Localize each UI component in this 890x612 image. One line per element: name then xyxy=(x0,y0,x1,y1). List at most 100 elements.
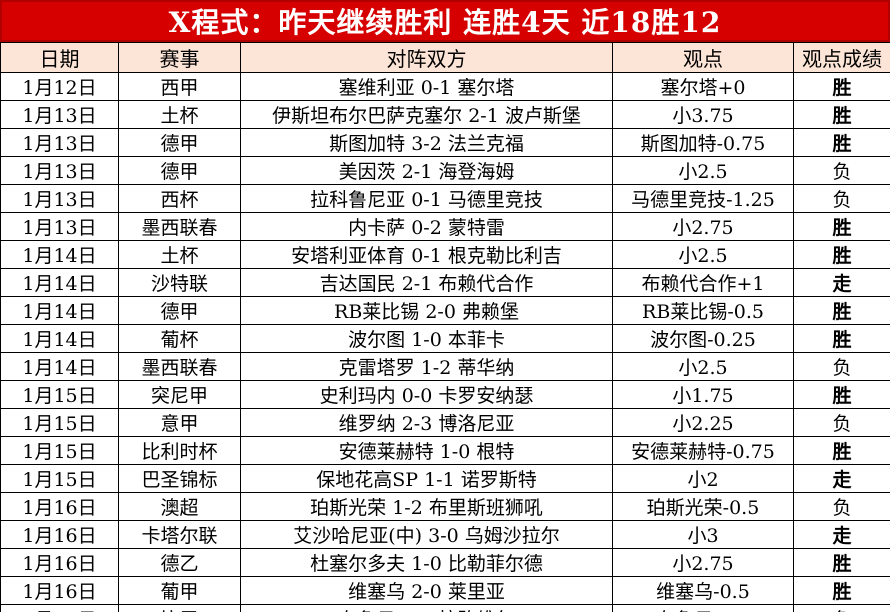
pick-cell: 小3 xyxy=(612,520,794,549)
result-cell: 负 xyxy=(793,352,890,381)
date-cell: 1月14日 xyxy=(0,240,119,269)
table-body: 1月12日 西甲 塞维利亚 0-1 塞尔塔 塞尔塔+0 胜 1月13日 土杯 伊斯坦布尔巴萨克… xyxy=(0,72,890,612)
league-cell: 卡塔尔联 xyxy=(118,520,241,549)
match-cell: 艾沙哈尼亚(中) 3-0 乌姆沙拉尔 xyxy=(240,520,613,549)
league-cell: 墨西联春 xyxy=(118,212,241,241)
result-cell: 胜 xyxy=(793,240,890,269)
table-row: 1月16日比甲布鲁日 2-3 拉路维尔布鲁日-1.5负 xyxy=(0,604,890,612)
banner-title: X程式：昨天继续胜利 连胜4天 近18胜12 xyxy=(168,6,722,39)
result-cell: 胜 xyxy=(793,100,890,129)
pick-cell: 小2.75 xyxy=(612,212,794,241)
date-cell: 1月15日 xyxy=(0,408,119,437)
result-cell: 胜 xyxy=(793,380,890,409)
pick-cell: 布鲁日-1.5 xyxy=(612,604,794,612)
match-cell: 维罗纳 2-3 博洛尼亚 xyxy=(240,408,613,437)
table-row: 1月16日 澳超 珀斯光荣 1-2 布里斯班狮吼 珀斯光荣-0.5 负 xyxy=(0,492,890,521)
table-row: 1月14日 墨西联春 克雷塔罗 1-2 蒂华纳 小2.5 负 xyxy=(0,352,890,381)
match-cell: 斯图加特 3-2 法兰克福 xyxy=(240,128,613,157)
match-cell: 吉达国民 2-1 布赖代合作 xyxy=(240,268,613,297)
pick-cell: 小2.5 xyxy=(612,240,794,269)
pick-cell: 小1.75 xyxy=(612,380,794,409)
table-row: 1月16日 卡塔尔联 艾沙哈尼亚(中) 3-0 乌姆沙拉尔 小3 走 xyxy=(0,520,890,549)
table-row: 1月14日 土杯 安塔利亚体育 0-1 根克勒比利吉 小2.5 胜 xyxy=(0,240,890,269)
result-cell: 负 xyxy=(793,156,890,185)
header-row: 日期 赛事 对阵双方 观点 观点成绩 xyxy=(0,42,890,73)
match-cell: 布鲁日 2-3 拉路维尔 xyxy=(240,604,613,612)
pick-cell: RB莱比锡-0.5 xyxy=(612,296,794,325)
pick-cell: 斯图加特-0.75 xyxy=(612,128,794,157)
table-row: 1月13日 德甲 斯图加特 3-2 法兰克福 斯图加特-0.75 胜 xyxy=(0,128,890,157)
result-cell: 负 xyxy=(793,408,890,437)
date-cell: 1月16日 xyxy=(0,576,119,605)
results-table: 日期 赛事 对阵双方 观点 观点成绩 1月12日 西甲 塞维利亚 0-1 塞尔塔 塞尔… xyxy=(0,42,890,612)
league-cell: 德甲 xyxy=(118,128,241,157)
pick-cell: 马德里竞技-1.25 xyxy=(612,184,794,213)
table-row: 1月15日 意甲 维罗纳 2-3 博洛尼亚 小2.25 负 xyxy=(0,408,890,437)
result-cell: 走 xyxy=(793,268,890,297)
date-cell: 1月13日 xyxy=(0,128,119,157)
column-header-date: 日期 xyxy=(0,42,119,73)
pick-cell: 布赖代合作+1 xyxy=(612,268,794,297)
date-cell: 1月13日 xyxy=(0,212,119,241)
match-cell: 内卡萨 0-2 蒙特雷 xyxy=(240,212,613,241)
league-cell: 意甲 xyxy=(118,408,241,437)
date-cell: 1月16日 xyxy=(0,520,119,549)
pick-cell: 小3.75 xyxy=(612,100,794,129)
result-cell: 走 xyxy=(793,520,890,549)
date-cell: 1月14日 xyxy=(0,324,119,353)
league-cell: 比利时杯 xyxy=(118,436,241,465)
table-row: 1月12日 西甲 塞维利亚 0-1 塞尔塔 塞尔塔+0 胜 xyxy=(0,72,890,101)
match-cell: 保地花高SP 1-1 诺罗斯特 xyxy=(240,464,613,493)
title-banner: X程式：昨天继续胜利 连胜4天 近18胜12 xyxy=(0,0,890,42)
result-cell: 胜 xyxy=(793,72,890,101)
column-header-league: 赛事 xyxy=(118,42,241,73)
date-cell: 1月15日 xyxy=(0,380,119,409)
column-header-match: 对阵双方 xyxy=(240,42,613,73)
league-cell: 沙特联 xyxy=(118,268,241,297)
column-header-result: 观点成绩 xyxy=(793,42,890,73)
match-cell: 安德莱赫特 1-0 根特 xyxy=(240,436,613,465)
league-cell: 墨西联春 xyxy=(118,352,241,381)
league-cell: 德甲 xyxy=(118,156,241,185)
match-cell: 拉科鲁尼亚 0-1 马德里竞技 xyxy=(240,184,613,213)
result-cell: 负 xyxy=(793,604,890,612)
table-row: 1月14日 葡杯 波尔图 1-0 本菲卡 波尔图-0.25 胜 xyxy=(0,324,890,353)
result-cell: 胜 xyxy=(793,436,890,465)
table-row: 1月13日 德甲 美因茨 2-1 海登海姆 小2.5 负 xyxy=(0,156,890,185)
match-cell: 塞维利亚 0-1 塞尔塔 xyxy=(240,72,613,101)
league-cell: 德甲 xyxy=(118,296,241,325)
table-row: 1月16日 葡甲 维塞乌 2-0 莱里亚 维塞乌-0.5 胜 xyxy=(0,576,890,605)
league-cell: 土杯 xyxy=(118,100,241,129)
date-cell: 1月13日 xyxy=(0,156,119,185)
pick-cell: 小2.75 xyxy=(612,548,794,577)
match-cell: 杜塞尔多夫 1-0 比勒菲尔德 xyxy=(240,548,613,577)
table-row: 1月14日 德甲 RB莱比锡 2-0 弗赖堡 RB莱比锡-0.5 胜 xyxy=(0,296,890,325)
league-cell: 西甲 xyxy=(118,72,241,101)
league-cell: 比甲 xyxy=(118,604,241,612)
table-row: 1月13日 土杯 伊斯坦布尔巴萨克塞尔 2-1 波卢斯堡 小3.75 胜 xyxy=(0,100,890,129)
result-cell: 胜 xyxy=(793,548,890,577)
date-cell: 1月13日 xyxy=(0,100,119,129)
match-cell: 安塔利亚体育 0-1 根克勒比利吉 xyxy=(240,240,613,269)
league-cell: 突尼甲 xyxy=(118,380,241,409)
date-cell: 1月16日 xyxy=(0,604,119,612)
league-cell: 土杯 xyxy=(118,240,241,269)
pick-cell: 珀斯光荣-0.5 xyxy=(612,492,794,521)
result-cell: 走 xyxy=(793,464,890,493)
result-cell: 负 xyxy=(793,184,890,213)
league-cell: 巴圣锦标 xyxy=(118,464,241,493)
match-cell: 维塞乌 2-0 莱里亚 xyxy=(240,576,613,605)
match-cell: 美因茨 2-1 海登海姆 xyxy=(240,156,613,185)
result-cell: 负 xyxy=(793,492,890,521)
date-cell: 1月14日 xyxy=(0,268,119,297)
date-cell: 1月16日 xyxy=(0,492,119,521)
pick-cell: 波尔图-0.25 xyxy=(612,324,794,353)
result-cell: 胜 xyxy=(793,576,890,605)
date-cell: 1月13日 xyxy=(0,184,119,213)
date-cell: 1月14日 xyxy=(0,296,119,325)
table-row: 1月15日 巴圣锦标 保地花高SP 1-1 诺罗斯特 小2 走 xyxy=(0,464,890,493)
league-cell: 葡杯 xyxy=(118,324,241,353)
match-cell: 伊斯坦布尔巴萨克塞尔 2-1 波卢斯堡 xyxy=(240,100,613,129)
pick-cell: 小2.5 xyxy=(612,352,794,381)
